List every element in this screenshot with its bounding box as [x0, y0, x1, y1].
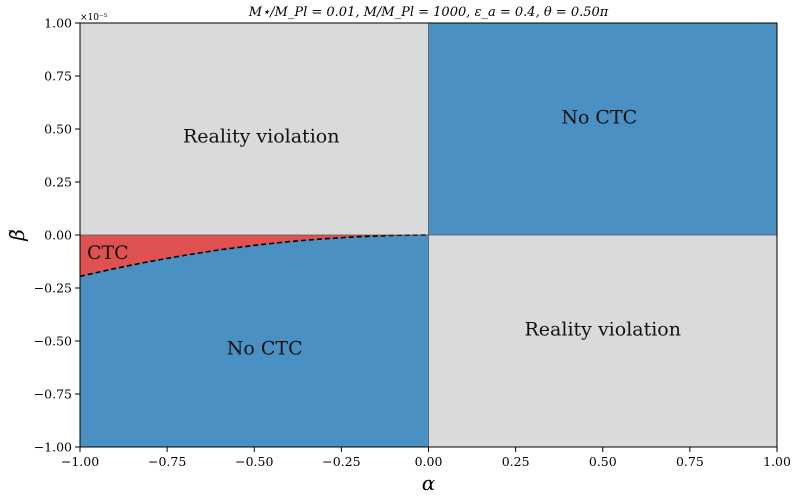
region-ctc: [80, 235, 429, 277]
x-tick-label: 0.50: [589, 454, 617, 469]
region-label-ctc-4: CTC: [87, 242, 129, 264]
region-label-no-ctc-3: No CTC: [227, 337, 303, 359]
y-tick-label: −0.75: [34, 387, 72, 402]
region-label-reality-violation-2: Reality violation: [525, 318, 681, 340]
x-tick-label: −1.00: [61, 454, 99, 469]
region-reality-violation-0: [80, 23, 429, 235]
x-tick-label: 1.00: [763, 454, 791, 469]
region-no-ctc-1: [428, 23, 777, 235]
x-tick-label: −0.75: [148, 454, 186, 469]
y-axis-title: β̃: [5, 229, 29, 242]
region-no-ctc-3: [80, 235, 429, 447]
x-tick-label: −0.25: [322, 454, 360, 469]
x-tick-label: 0.75: [676, 454, 704, 469]
chart-title: M⋆/M_Pl = 0.01, M/M_Pl = 1000, ε_a = 0.4…: [248, 5, 609, 20]
x-axis-title: α: [422, 471, 436, 495]
ctc-boundary-curve: [79, 234, 429, 278]
y-tick-label: 1.00: [44, 16, 72, 31]
region-label-no-ctc-1: No CTC: [561, 106, 637, 128]
region-labels: Reality violation No CTC Reality violation…: [87, 106, 681, 359]
y-tick-label: −0.50: [34, 334, 72, 349]
x-tick-label: −0.50: [235, 454, 273, 469]
y-tick-label: −1.00: [34, 440, 72, 455]
y-tick-label: 0.75: [44, 69, 72, 84]
y-tick-label: 0.00: [44, 228, 72, 243]
y-tick-label: 0.25: [44, 175, 72, 190]
region-label-reality-violation-0: Reality violation: [183, 125, 339, 147]
y-axis-ticks: −1.00 −0.75 −0.50 −0.25 0.00 0.25 0.50 0.75 1.00: [34, 16, 80, 455]
region-reality-violation-2: [428, 235, 777, 447]
x-axis-ticks: −1.00 −0.75 −0.50 −0.25 0.00 0.25 0.50 0.75 1.00: [61, 447, 791, 469]
regions-layer: [80, 23, 777, 447]
y-tick-label: 0.50: [44, 122, 72, 137]
y-tick-label: −0.25: [34, 281, 72, 296]
y-axis-scale-note: ×10⁻⁵: [80, 13, 108, 23]
x-tick-label: 0.25: [502, 454, 530, 469]
x-tick-label: 0.00: [415, 454, 443, 469]
